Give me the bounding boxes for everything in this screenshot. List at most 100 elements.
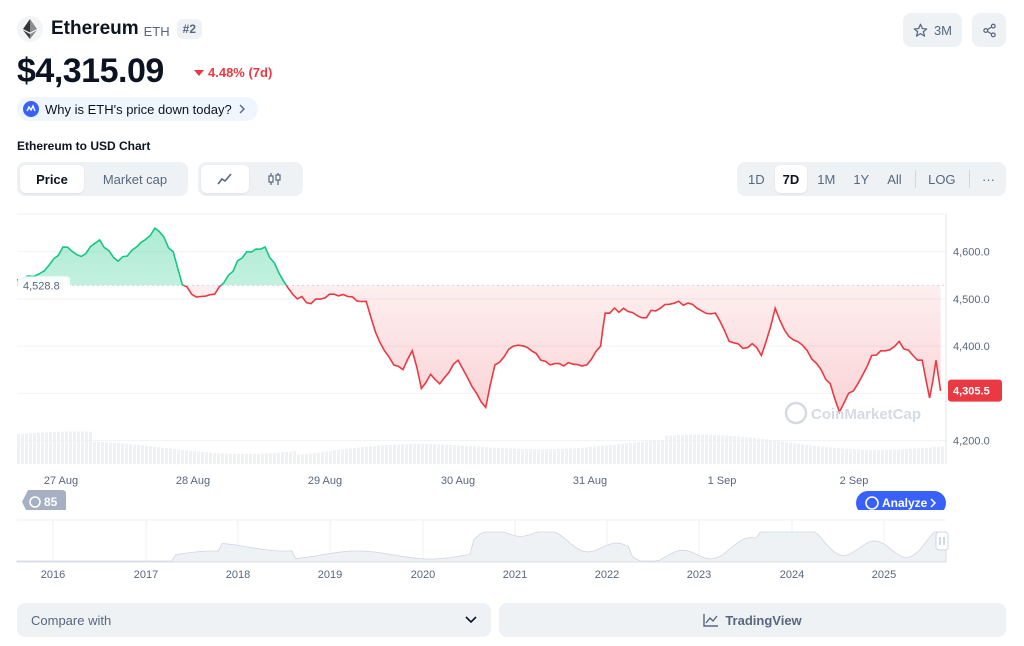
volume-bar — [121, 443, 124, 464]
volume-bar — [613, 444, 616, 464]
volume-bar — [457, 445, 460, 464]
volume-bar — [593, 446, 596, 464]
x-tick-label: 30 Aug — [441, 475, 475, 487]
volume-bar — [793, 443, 796, 464]
volume-bar — [869, 449, 872, 464]
volume-bar — [837, 448, 840, 464]
volume-bar — [453, 444, 456, 464]
history-navigator[interactable]: 2016 2017 2018 2019 2020 2021 2022 2023 2024 2025 — [0, 518, 1024, 586]
volume-bar — [425, 443, 428, 464]
range-tab-7d[interactable]: 7D — [774, 165, 808, 193]
volume-bar — [325, 451, 328, 464]
volume-bar — [17, 434, 20, 464]
volume-bar — [293, 451, 296, 464]
line-chart-button[interactable] — [201, 165, 249, 193]
volume-bar — [41, 432, 44, 464]
volume-bar — [569, 448, 572, 464]
volume-bar — [845, 448, 848, 464]
volume-bar — [861, 449, 864, 464]
coin-header: Ethereum ETH #2 — [17, 16, 202, 42]
volume-bar — [557, 448, 560, 464]
range-tab-all[interactable]: All — [887, 171, 902, 187]
range-tab-1d[interactable]: 1D — [748, 171, 765, 187]
volume-bar — [781, 441, 784, 464]
why-price-text: Why is ETH's price down today? — [45, 101, 232, 117]
volume-bar — [157, 447, 160, 464]
volume-bar — [609, 445, 612, 464]
volume-bar — [461, 445, 464, 464]
range-tab-1m[interactable]: 1M — [817, 171, 836, 187]
volume-bar — [565, 448, 568, 464]
volume-bar — [253, 453, 256, 464]
volume-bar — [413, 443, 416, 464]
volume-bar — [885, 449, 888, 464]
volume-bar — [389, 444, 392, 464]
volume-bar — [785, 442, 788, 464]
range-tab-log[interactable]: LOG — [928, 171, 956, 187]
tab-market-cap[interactable]: Market cap — [102, 171, 168, 187]
volume-bar — [813, 445, 816, 464]
watchlist-button[interactable]: 3M — [902, 13, 962, 47]
coin-name: Ethereum — [51, 18, 139, 39]
compare-with-dropdown[interactable]: Compare with — [17, 603, 491, 637]
volume-bar — [313, 452, 316, 464]
volume-bar — [865, 449, 868, 464]
volume-bar — [745, 437, 748, 464]
tab-price[interactable]: Price — [20, 165, 84, 193]
share-icon — [982, 23, 996, 37]
volume-bar — [89, 431, 92, 464]
tradingview-button[interactable]: TradingView — [499, 603, 1006, 637]
chart-style-toggle — [198, 162, 303, 196]
volume-bar — [165, 448, 168, 464]
year-label: 2016 — [41, 569, 65, 581]
volume-bar — [77, 431, 80, 464]
navigator-handle[interactable] — [935, 531, 949, 551]
volume-bar — [137, 444, 140, 464]
volume-bar — [373, 445, 376, 464]
volume-bar — [889, 449, 892, 464]
volume-bar — [541, 449, 544, 464]
y-tick-label: 4,400.0 — [953, 341, 990, 353]
volume-bar — [529, 449, 532, 464]
year-label: 2025 — [872, 569, 896, 581]
year-label: 2024 — [780, 569, 804, 581]
chevron-down-icon — [465, 616, 477, 624]
volume-bar — [369, 446, 372, 464]
volume-bar — [873, 449, 876, 464]
why-price-link[interactable]: Why is ETH's price down today? — [17, 97, 258, 121]
volume-bar — [581, 447, 584, 464]
volume-bar — [857, 449, 860, 464]
volume-bar — [797, 443, 800, 464]
volume-bar — [633, 442, 636, 464]
volume-bar — [469, 445, 472, 464]
volume-bar — [189, 450, 192, 464]
more-options-button[interactable]: ··· — [981, 171, 995, 187]
volume-bar — [725, 435, 728, 464]
volume-bar — [669, 435, 672, 464]
candlestick-button[interactable] — [251, 165, 299, 193]
volume-bar — [417, 443, 420, 464]
chart-title: Ethereum to USD Chart — [17, 139, 151, 153]
price-chart[interactable]: 4,600.0 4,500.0 4,400.0 4,200.0 4,528.8 4,305… — [0, 210, 1024, 510]
volume-bar — [693, 434, 696, 464]
volume-bar — [209, 452, 212, 464]
volume-bar — [401, 444, 404, 464]
volume-bar — [133, 444, 136, 464]
volume-bar — [605, 445, 608, 464]
watermark-logo-icon — [784, 401, 808, 425]
volume-bar — [145, 445, 148, 464]
range-tab-1y[interactable]: 1Y — [853, 171, 870, 187]
price-line-down — [181, 285, 942, 415]
volume-bar — [773, 440, 776, 464]
volume-bar — [817, 446, 820, 464]
x-tick-label: 31 Aug — [573, 475, 607, 487]
volume-bar — [737, 436, 740, 464]
chevron-right-icon — [930, 498, 937, 508]
analyze-button[interactable] — [856, 491, 946, 510]
star-icon — [913, 23, 928, 37]
volume-bar — [109, 442, 112, 464]
share-button[interactable] — [972, 13, 1006, 47]
volume-bar — [237, 453, 240, 464]
year-label: 2022 — [595, 569, 619, 581]
volume-bar — [233, 453, 236, 464]
